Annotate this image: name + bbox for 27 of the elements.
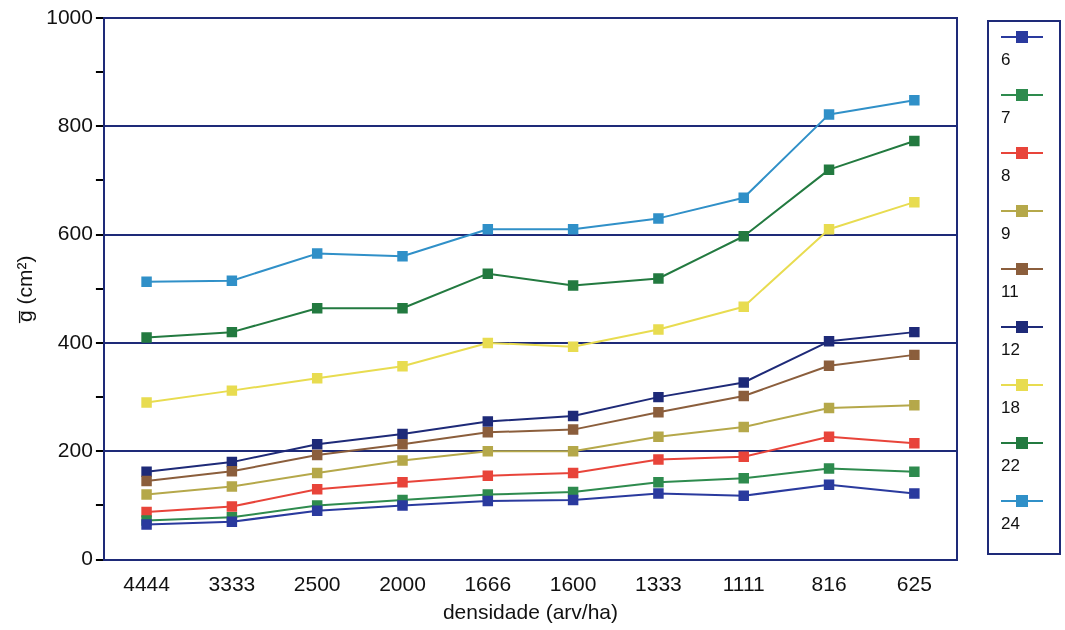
x-tick-label: 1333 (635, 572, 682, 595)
x-tick-label: 1600 (549, 572, 597, 595)
y-tick-label: 600 (57, 221, 93, 245)
y-tick-label: 800 (57, 113, 93, 137)
y-tick-label: 1000 (46, 4, 93, 28)
legend-label: 6 (1001, 50, 1012, 70)
y-tick-label: 0 (81, 546, 93, 570)
x-tick-label: 1666 (464, 572, 512, 595)
x-tick-label: 2500 (293, 572, 341, 595)
legend-label: 8 (1001, 166, 1012, 186)
y-axis-title: g̅ (cm²) (13, 255, 37, 324)
x-tick-label: 3333 (208, 572, 256, 595)
legend-label: 22 (1001, 456, 1021, 476)
legend-label: 12 (1001, 340, 1021, 360)
legend-label: 11 (1001, 282, 1020, 302)
x-axis-title: densidade (arv/ha) (442, 600, 619, 624)
x-tick-label: 1111 (722, 572, 765, 595)
legend-label: 7 (1001, 108, 1012, 128)
x-tick-label: 816 (811, 572, 847, 595)
y-tick-label: 400 (57, 329, 93, 353)
legend-label: 9 (1001, 224, 1012, 244)
legend-label: 18 (1001, 398, 1021, 418)
x-tick-label: 2000 (379, 572, 426, 595)
x-tick-label: 625 (896, 572, 932, 595)
legend-label: 24 (1001, 514, 1021, 534)
x-tick-label: 4444 (123, 572, 171, 595)
y-tick-label: 200 (57, 438, 93, 462)
